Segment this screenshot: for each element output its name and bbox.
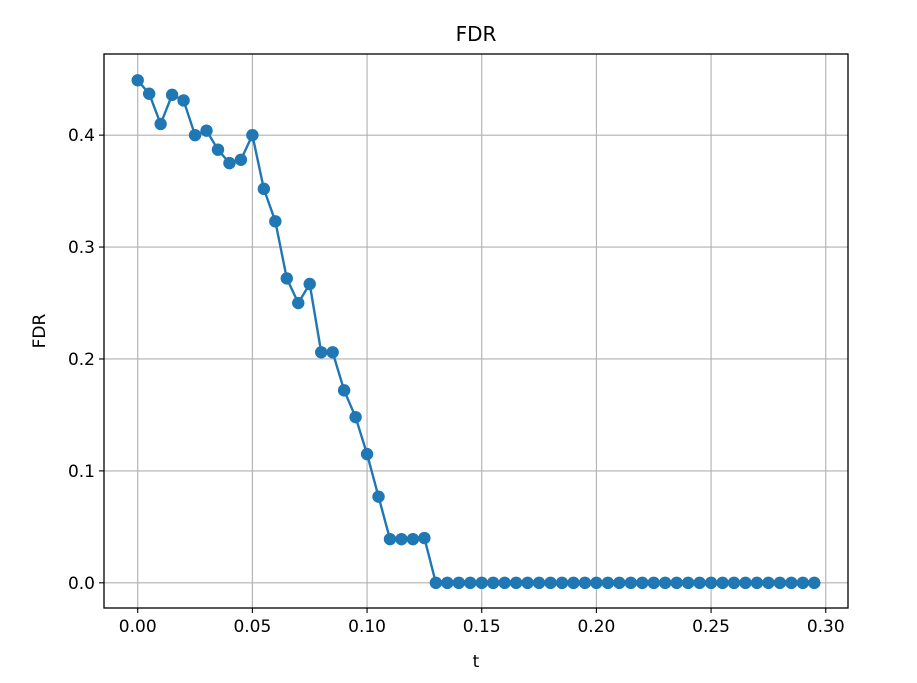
data-point	[303, 277, 316, 291]
data-point	[647, 576, 660, 590]
data-point	[314, 346, 328, 359]
x-tick-label: 0.05	[233, 617, 271, 637]
y-axis-label: FDR	[30, 313, 50, 348]
data-point	[211, 143, 225, 156]
data-point	[165, 88, 179, 102]
x-axis-label: t	[473, 652, 480, 672]
plot-frame	[103, 53, 849, 609]
data-point	[280, 272, 293, 285]
chart-title: FDR	[456, 22, 497, 46]
data-point	[441, 576, 454, 590]
data-point	[544, 576, 557, 590]
data-point	[681, 576, 695, 590]
data-point	[349, 410, 362, 424]
data-point	[624, 576, 638, 590]
data-point	[452, 576, 465, 590]
data-point	[326, 346, 339, 359]
data-series	[131, 74, 821, 590]
data-point	[590, 576, 603, 590]
data-point	[383, 532, 397, 546]
data-point	[521, 576, 534, 590]
data-point	[372, 490, 385, 503]
data-point	[154, 117, 167, 131]
data-point	[464, 576, 477, 590]
y-tick-label: 0.1	[68, 462, 95, 482]
data-point	[704, 576, 718, 590]
data-point	[613, 576, 626, 590]
y-tick-label: 0.4	[68, 126, 95, 146]
data-point	[131, 74, 144, 87]
data-point	[555, 576, 569, 590]
data-point	[773, 576, 787, 590]
data-point	[234, 153, 248, 166]
data-point	[395, 532, 408, 546]
x-tick-label: 0.25	[692, 617, 730, 637]
data-point	[509, 576, 523, 590]
data-point	[785, 576, 798, 590]
data-point	[177, 94, 190, 107]
data-point	[498, 576, 511, 590]
x-tick-label: 0.30	[807, 617, 845, 637]
data-point	[360, 447, 374, 461]
data-point	[636, 576, 649, 590]
data-point	[188, 128, 202, 142]
data-point	[750, 576, 764, 590]
y-tick-label: 0.0	[68, 574, 95, 594]
data-point	[487, 576, 500, 590]
data-point	[406, 532, 420, 546]
data-point	[532, 576, 546, 590]
data-point	[808, 576, 821, 590]
data-point	[246, 128, 259, 142]
data-point	[716, 576, 729, 590]
y-tick-label: 0.3	[68, 238, 95, 258]
x-tick-label: 0.10	[348, 617, 386, 637]
grid-lines	[104, 54, 848, 608]
data-point	[796, 576, 810, 590]
data-point	[418, 531, 431, 545]
data-point	[337, 384, 351, 397]
y-tick-label: 0.2	[68, 350, 95, 370]
data-point	[429, 576, 443, 590]
data-point	[223, 156, 236, 170]
data-point	[200, 124, 213, 137]
data-point	[739, 576, 752, 590]
data-point	[762, 576, 775, 590]
data-point	[670, 576, 683, 590]
x-tick-label: 0.20	[577, 617, 615, 637]
data-point	[567, 576, 580, 590]
data-point	[727, 576, 741, 590]
data-point	[601, 576, 615, 590]
x-tick-label: 0.15	[463, 617, 501, 637]
data-point	[269, 215, 282, 228]
data-point	[257, 182, 271, 196]
data-point	[578, 576, 592, 590]
data-point	[693, 576, 706, 590]
data-point	[142, 87, 156, 100]
data-point	[475, 576, 488, 590]
axis-ticks: 0.00 0.05 0.10 0.15 0.20 0.25 0.30 0.0 0.1 0.2 0.3…	[68, 126, 845, 637]
x-tick-label: 0.00	[119, 617, 157, 637]
data-point	[659, 576, 672, 590]
data-point	[292, 296, 305, 310]
